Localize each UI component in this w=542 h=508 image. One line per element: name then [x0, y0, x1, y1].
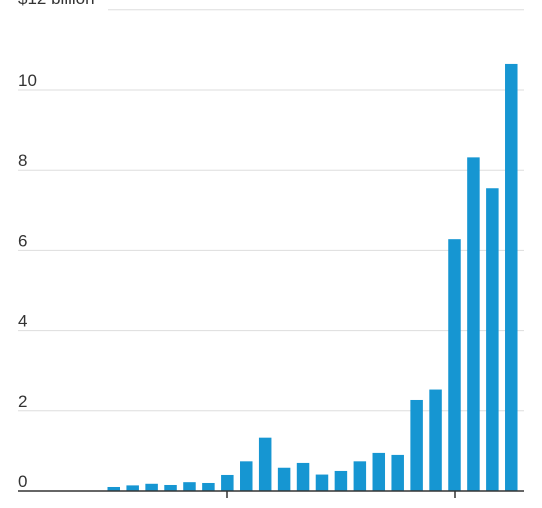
bar [505, 63, 518, 492]
bar [202, 482, 215, 491]
y-tick-label: 2 [18, 392, 27, 411]
bar [486, 188, 499, 491]
y-axis-labels: 0 2 4 6 8 10 [18, 71, 37, 491]
y-unit-label: $12 billion [18, 0, 95, 8]
y-tick-label: 8 [18, 151, 27, 170]
bar [258, 437, 272, 491]
y-tick-label: 4 [18, 312, 27, 331]
bar [277, 467, 291, 491]
bar [429, 389, 442, 491]
bar [221, 474, 234, 491]
bar [240, 461, 253, 491]
y-tick-label: 0 [18, 472, 27, 491]
bar [410, 399, 423, 491]
gridlines [18, 9, 524, 412]
bar [391, 454, 404, 491]
bar [467, 157, 480, 492]
bar [126, 485, 139, 491]
bar [334, 470, 348, 491]
bar [145, 483, 158, 491]
bar [448, 239, 461, 491]
y-tick-label: 6 [18, 231, 27, 250]
bar [353, 461, 367, 491]
y-tick-label: 10 [18, 71, 37, 90]
bar [315, 474, 329, 491]
bars [107, 63, 518, 492]
bar [164, 484, 177, 491]
bar [372, 452, 386, 491]
bar [296, 462, 310, 491]
bar [107, 486, 120, 491]
bar [183, 482, 196, 491]
